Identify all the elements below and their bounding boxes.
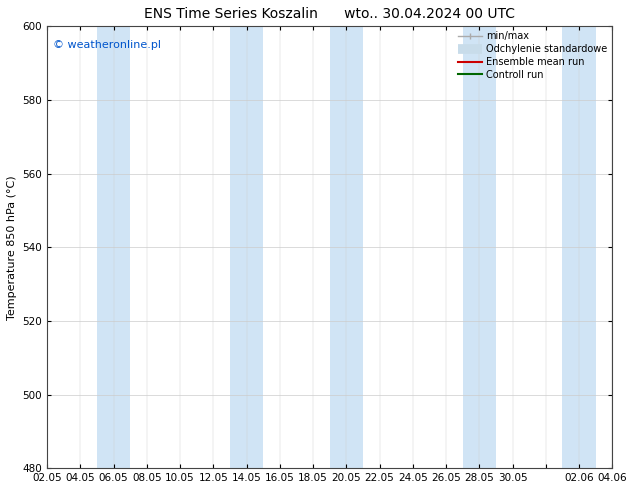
Bar — [330, 26, 363, 468]
Y-axis label: Temperature 850 hPa (°C): Temperature 850 hPa (°C) — [7, 175, 17, 319]
Bar — [562, 26, 595, 468]
Bar — [97, 26, 130, 468]
Text: © weatheronline.pl: © weatheronline.pl — [53, 40, 161, 49]
Bar — [230, 26, 263, 468]
Title: ENS Time Series Koszalin      wto.. 30.04.2024 00 UTC: ENS Time Series Koszalin wto.. 30.04.202… — [144, 7, 515, 21]
Bar — [463, 26, 496, 468]
Legend: min/max, Odchylenie standardowe, Ensemble mean run, Controll run: min/max, Odchylenie standardowe, Ensembl… — [455, 28, 611, 83]
